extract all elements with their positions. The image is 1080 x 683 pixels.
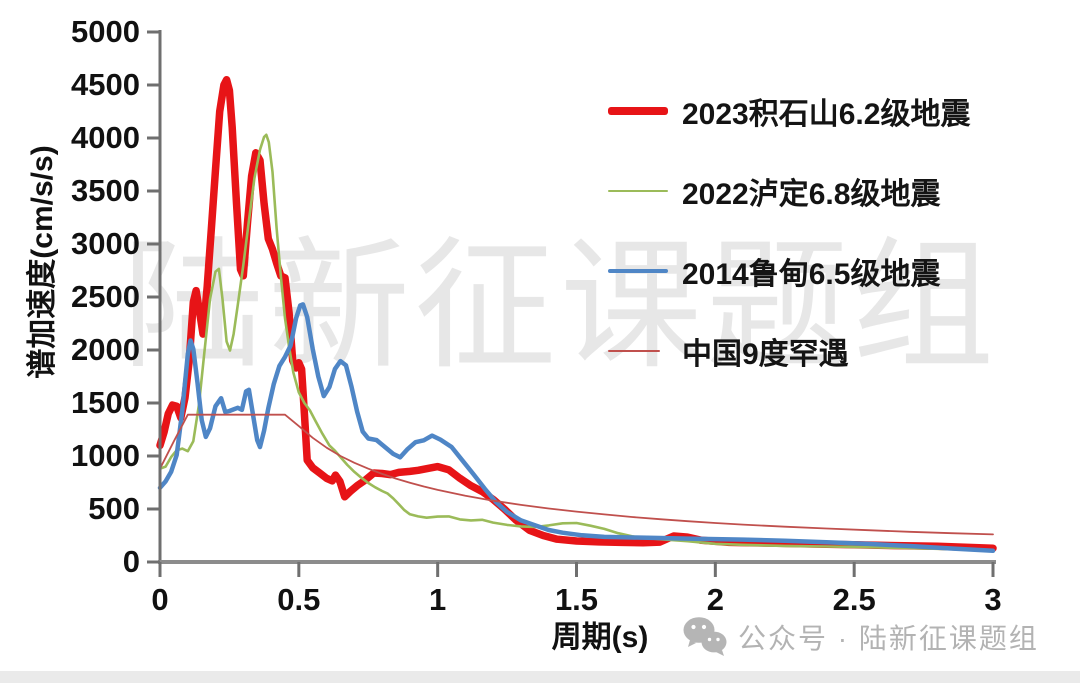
y-tick-label: 1000	[71, 438, 140, 473]
series-line-1	[158, 133, 995, 552]
x-tick-label: 0.5	[277, 582, 321, 617]
y-tick-label: 0	[122, 544, 140, 579]
legend-label: 2022泸定6.8级地震	[682, 178, 941, 211]
x-tick-label: 2	[706, 582, 724, 617]
wechat-icon	[683, 617, 727, 656]
y-tick-label: 2000	[71, 332, 140, 367]
y-tick-label: 4000	[71, 120, 140, 155]
legend-label: 2014鲁甸6.5级地震	[682, 258, 941, 291]
series-line-0	[156, 75, 997, 552]
legend-line-red	[608, 106, 668, 116]
x-tick-label: 1.5	[554, 582, 599, 617]
y-tick-label: 5000	[71, 14, 140, 49]
series-line-3	[159, 413, 994, 536]
x-tick-label: 3	[984, 582, 1002, 617]
y-tick-label: 3000	[71, 226, 140, 261]
x-tick-label: 1	[429, 582, 447, 617]
legend-label: 中国9度罕遇	[682, 338, 849, 371]
legend-line-blue	[608, 268, 668, 274]
x-tick-label: 0	[151, 582, 169, 617]
series-line-2	[157, 302, 996, 554]
y-tick-label: 500	[88, 491, 140, 526]
y-tick-label: 4500	[71, 67, 140, 102]
footer: 公众号 · 陆新征课题组	[682, 616, 1039, 658]
legend-item-code-spectrum: 中国9度罕遇	[608, 332, 970, 371]
x-tick-label: 2.5	[832, 582, 876, 617]
bottom-strip	[0, 671, 1080, 683]
footer-account-text: 公众号 · 陆新征课题组	[738, 623, 1039, 654]
legend-item-ludian: 2014鲁甸6.5级地震	[608, 252, 970, 291]
y-tick-label: 2500	[71, 279, 140, 314]
legend-item-luding: 2022泸定6.8级地震	[608, 172, 970, 211]
legend-line-green	[608, 189, 668, 193]
legend: 2023积石山6.2级地震 2022泸定6.8级地震 2014鲁甸6.5级地震 …	[608, 92, 970, 412]
y-tick-label: 3500	[71, 173, 140, 208]
x-axis-title: 周期(s)	[551, 621, 649, 654]
legend-line-darkred	[608, 350, 660, 352]
legend-label: 2023积石山6.2级地震	[682, 98, 971, 131]
y-tick-label: 1500	[71, 385, 140, 420]
legend-item-jishishan: 2023积石山6.2级地震	[608, 92, 971, 131]
